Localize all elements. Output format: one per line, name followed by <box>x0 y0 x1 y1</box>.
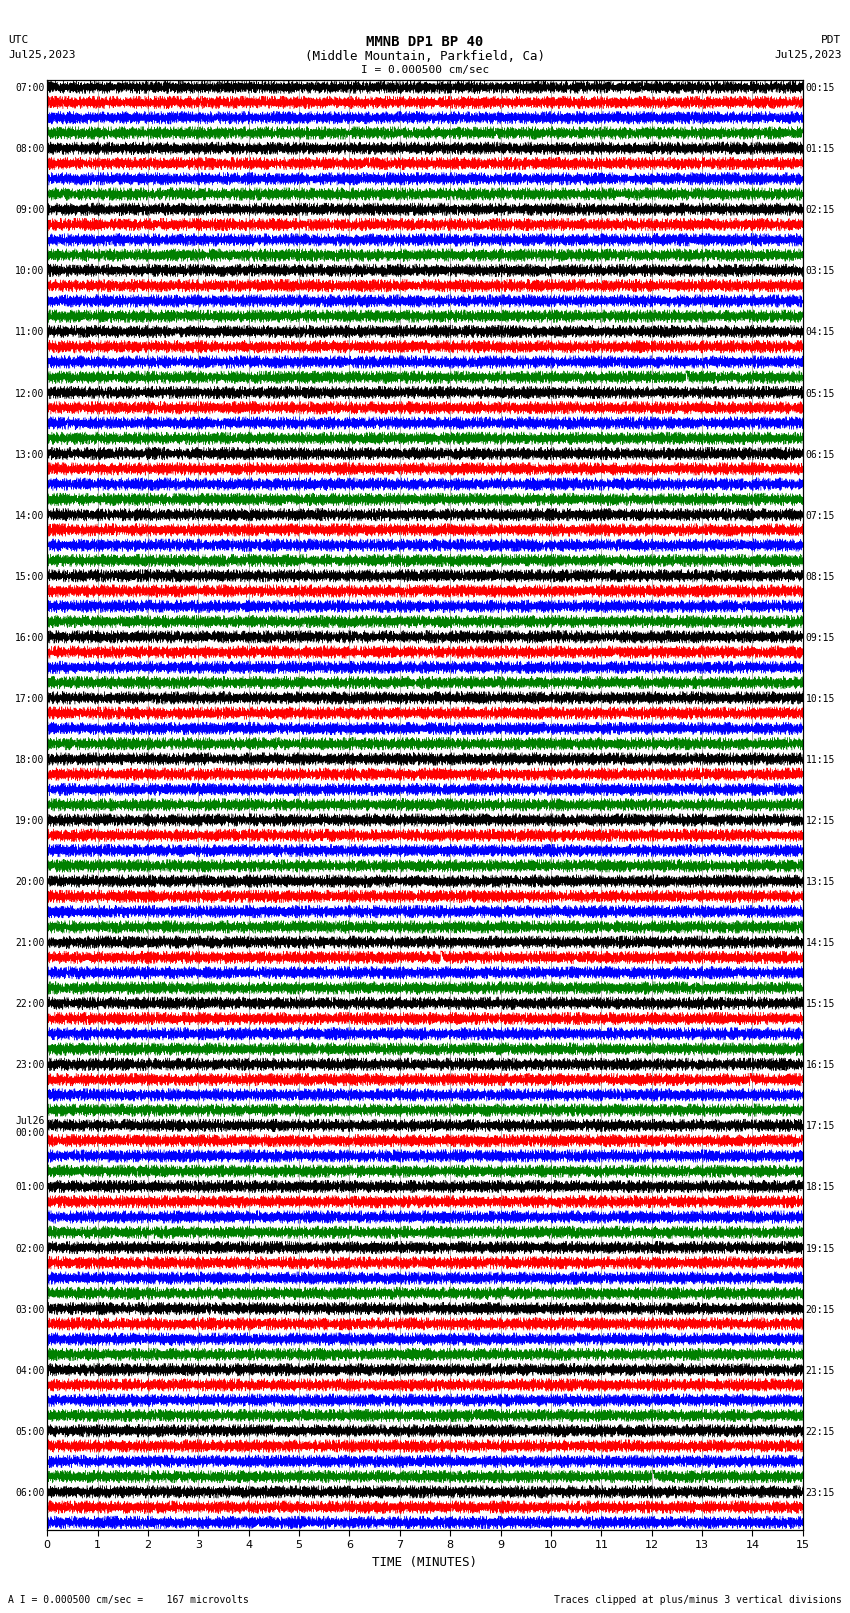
Text: Traces clipped at plus/minus 3 vertical divisions: Traces clipped at plus/minus 3 vertical … <box>553 1595 842 1605</box>
Text: Jul25,2023: Jul25,2023 <box>8 50 76 60</box>
Text: I = 0.000500 cm/sec: I = 0.000500 cm/sec <box>361 65 489 74</box>
Text: UTC: UTC <box>8 35 29 45</box>
Text: (Middle Mountain, Parkfield, Ca): (Middle Mountain, Parkfield, Ca) <box>305 50 545 63</box>
Text: A I = 0.000500 cm/sec =    167 microvolts: A I = 0.000500 cm/sec = 167 microvolts <box>8 1595 249 1605</box>
Text: PDT: PDT <box>821 35 842 45</box>
Text: MMNB DP1 BP 40: MMNB DP1 BP 40 <box>366 35 484 50</box>
Text: Jul25,2023: Jul25,2023 <box>774 50 842 60</box>
X-axis label: TIME (MINUTES): TIME (MINUTES) <box>372 1557 478 1569</box>
